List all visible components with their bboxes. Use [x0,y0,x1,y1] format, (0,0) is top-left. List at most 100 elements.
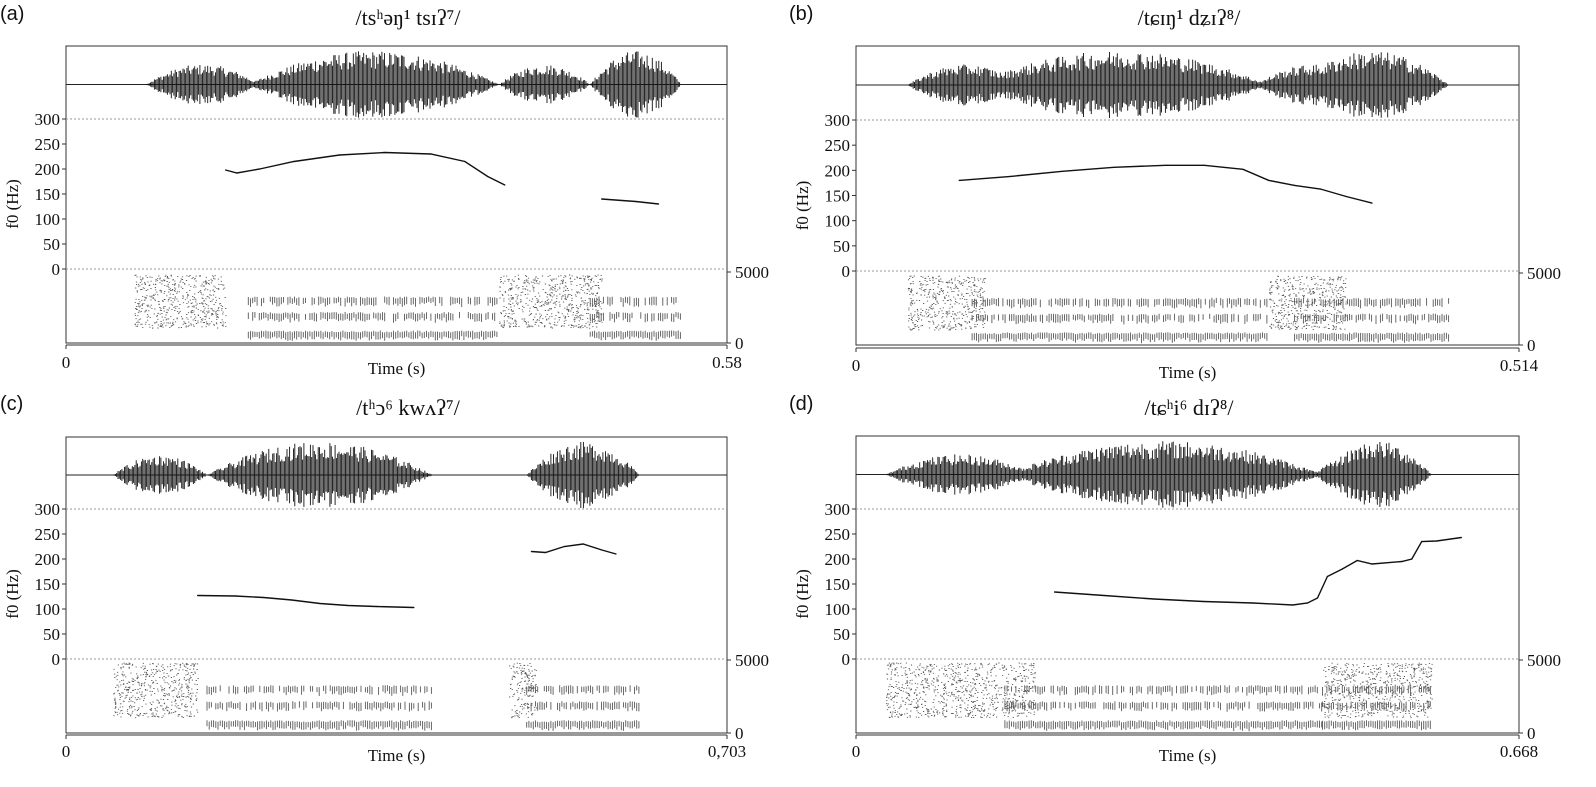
f0-point [1371,563,1373,565]
waveform [856,52,1519,118]
f0-point [487,175,489,178]
waveform [66,51,727,118]
f0-point [464,160,466,163]
panel-c: (c) /tʰɔ⁶ kwʌʔ⁷/0 50 100 150 200 250 300 f0 (Hz)… [0,393,769,765]
panel-label: (d) [789,393,813,415]
y-tick-label: 300 [825,500,851,519]
f0-point [1421,540,1423,543]
f0-point [1010,175,1012,177]
f0-point [1165,164,1167,166]
f0-point [319,602,321,605]
f0-point [544,551,547,554]
f0-point [384,151,386,154]
f0-point [615,553,617,555]
y-tick-label: 200 [35,160,61,179]
f0-point [1268,179,1270,181]
f0-point [413,606,415,609]
x-tick-label-end: 0.58 [712,353,742,372]
f0-point [234,595,236,597]
y-axis-label: f0 (Hz) [793,181,812,231]
f0-point [1252,602,1254,604]
f0-point [197,594,199,597]
panel-title: /tɕʰi⁶ dɪʔ⁸/ [1145,395,1235,420]
panel-title: /tʰɔ⁶ kwʌʔ⁷/ [356,395,461,420]
f0-point [1460,536,1462,539]
f0-point [1103,594,1105,597]
f0-point [1294,184,1296,186]
f0-point [1316,597,1319,599]
x-axis-label: Time (s) [1159,746,1216,765]
f0-point [1411,558,1413,560]
f0-point [530,550,533,553]
panel-d: (d) /tɕʰi⁶ dɪʔ⁸/0 50 100 150 200 250 300 f0 (Hz)… [789,393,1561,765]
waveform [66,441,727,509]
panel-a: (a) /tsʰəŋ¹ tsɪʔ⁷/0 50 100 150 200 250 300 f0 (H… [0,3,769,378]
y-tick-label: 100 [35,600,61,619]
y-tick-label: 200 [825,550,851,569]
y-tick-label: 50 [43,625,60,644]
f0-point [1203,164,1205,166]
y-tick-label: 200 [35,550,61,569]
panel-b: (b) /tɕɪŋ¹ dʑɪʔ⁸/0 50 100 150 200 250 300 f0 (Hz… [789,3,1561,382]
f0-point [1113,166,1115,168]
y-tick-label: 150 [825,575,851,594]
f0-point [291,599,293,601]
f0-point [635,200,637,203]
y-tick-label: 50 [833,625,850,644]
f0-point [1326,575,1328,578]
f0-point [1202,600,1204,603]
f0-point [293,160,295,163]
spectrogram [113,662,640,731]
y-tick-label: 300 [825,111,851,130]
plot-frame [65,436,728,734]
y-tick-label: 0 [52,650,61,669]
f0-point [582,543,584,545]
f0-point [1242,168,1244,170]
x-tick-label-end: 0.514 [1500,356,1539,375]
f0-point [1307,602,1309,604]
y-tick-label: 300 [35,500,61,519]
y-tick-label: 250 [825,525,851,544]
y-axis-label: f0 (Hz) [3,569,22,619]
y-tick-label: 0 [842,262,851,281]
freq-label-top: 5000 [735,651,769,670]
f0-point [1153,598,1155,600]
y-tick-label: 100 [825,600,851,619]
y-axis-label: f0 (Hz) [3,179,22,229]
f0-point [430,153,432,155]
f0-contour-series [601,198,659,205]
f0-point [601,198,603,200]
f0-point [347,604,349,607]
y-tick-label: 100 [35,210,61,229]
y-tick-label: 150 [35,575,61,594]
freq-label-top: 5000 [1527,264,1561,283]
f0-point [1436,540,1438,542]
f0-contour-series [959,164,1373,204]
x-tick-label-end: 0,703 [708,742,746,761]
y-tick-label: 0 [52,260,61,279]
spectrogram [907,275,1450,344]
f0-point [1319,188,1321,190]
f0-point [259,168,261,170]
f0-point [1061,170,1063,172]
panel-label: (c) [0,393,23,415]
x-axis-label: Time (s) [1159,363,1216,382]
y-tick-label: 300 [35,110,61,129]
x-axis-label: Time (s) [368,746,425,765]
f0-point [1341,568,1343,570]
x-tick-label-end: 0.668 [1500,742,1538,761]
waveform [856,441,1519,508]
f0-point [1371,202,1373,204]
x-tick-label-start: 0 [852,742,861,761]
y-tick-label: 250 [825,136,851,155]
f0-point [1292,604,1294,606]
f0-point [958,179,960,181]
x-tick-label-start: 0 [62,353,71,372]
f0-contour-series [1054,536,1462,606]
freq-label-bottom: 0 [735,334,744,353]
f0-point [1345,195,1347,198]
panel-label: (a) [0,3,24,25]
f0-contour-series [531,543,617,555]
panel-title: /tsʰəŋ¹ tsɪʔ⁷/ [356,5,462,30]
